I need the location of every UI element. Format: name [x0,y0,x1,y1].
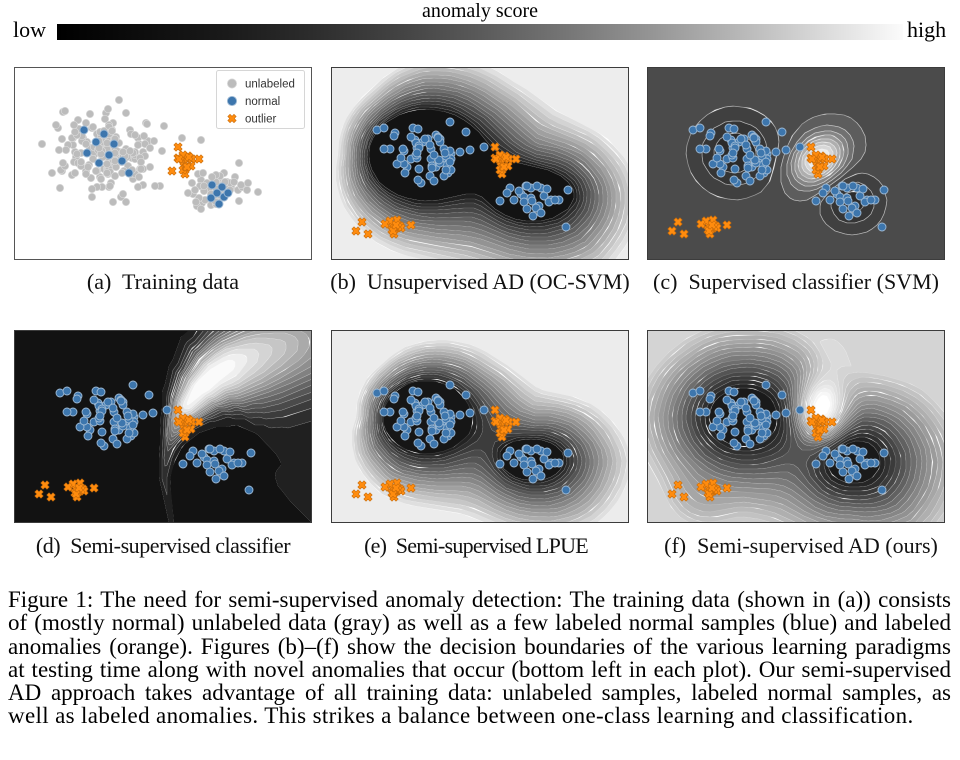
svg-text:unlabeled: unlabeled [245,79,295,91]
svg-text:normal: normal [245,96,280,108]
svg-text:outlier: outlier [245,114,276,126]
